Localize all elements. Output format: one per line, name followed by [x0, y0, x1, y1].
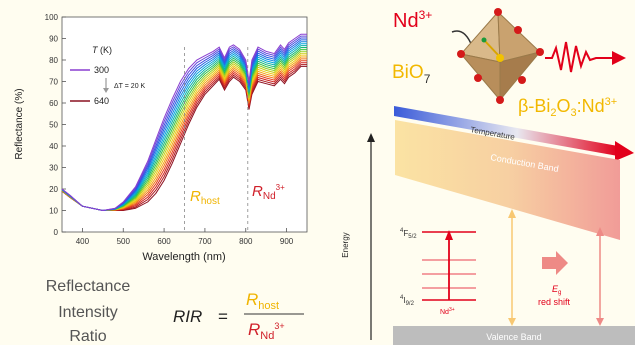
y-tick-label: 30	[49, 164, 58, 173]
ground-level-label: 4I9/2	[400, 295, 415, 307]
oxygen-atom	[518, 76, 526, 84]
spectrum-600K	[61, 62, 307, 212]
emission-wave	[545, 41, 612, 73]
crystal-structure: Nd3+ BiO7 β-Bi2O3:Nd3+	[392, 8, 626, 119]
temperature-arrow	[394, 106, 618, 156]
oxygen-atom	[536, 48, 544, 56]
spectrum-500K	[61, 52, 307, 212]
energy-label: Energy	[341, 232, 350, 257]
numerator: Rhost	[246, 290, 279, 312]
emission-arrowhead	[612, 51, 626, 65]
spectrum-580K	[61, 60, 307, 212]
y-tick-label: 40	[49, 142, 58, 151]
region-dividers	[184, 47, 249, 232]
y-tick-label: 100	[45, 13, 59, 22]
ratio-word-2: Intensity	[58, 304, 118, 321]
y-tick-label: 10	[49, 207, 58, 216]
chart-legend: T (K) 300 ΔT = 20 K 640	[70, 45, 146, 106]
nd-site-atom	[481, 37, 487, 43]
spectrum-420K	[61, 45, 307, 212]
y-tick-label: 50	[49, 121, 58, 130]
y-tick-label: 80	[49, 56, 58, 65]
legend-low-label: 300	[94, 65, 109, 75]
denominator: RNd3+	[248, 320, 285, 342]
spectrum-540K	[61, 56, 307, 212]
oxygen-atom	[494, 8, 502, 16]
valence-band-label: Valence Band	[486, 332, 541, 342]
nd-region-label: RNd3+	[252, 183, 285, 202]
ratio-word-3: Ratio	[69, 328, 106, 345]
spectrum-520K	[61, 54, 307, 212]
rir-symbol: RIR	[173, 307, 202, 326]
x-tick-label: 600	[157, 237, 171, 246]
rir-formula: Reflectance Intensity Ratio RIR = Rhost …	[46, 278, 304, 345]
ratio-word-1: Reflectance	[46, 278, 131, 295]
valence-band	[393, 326, 635, 345]
temperature-arrowhead	[615, 141, 634, 161]
y-tick-label: 60	[49, 99, 58, 108]
y-tick-label: 70	[49, 78, 58, 87]
bio7-polyhedron	[457, 8, 544, 104]
bi-atom	[496, 54, 504, 62]
x-tick-label: 700	[198, 237, 212, 246]
x-axis-ticks: 400 500 600 700 800 900	[76, 228, 294, 246]
spectrum-480K	[61, 50, 307, 212]
reflectance-chart: 0 10 20 30 40 50 60 70 80 90 100 400 500 600 700 800 90…	[14, 13, 308, 263]
spectrum-440K	[61, 47, 307, 212]
spectrum-560K	[61, 58, 307, 212]
y-tick-label: 20	[49, 185, 58, 194]
conduction-band	[395, 120, 620, 240]
y-axis-label: Reflectance (%)	[14, 88, 25, 159]
y-axis-ticks: 0 10 20 30 40 50 60 70 80 90 100	[45, 13, 66, 237]
legend-step-label: ΔT = 20 K	[114, 83, 146, 90]
reflectance-curves	[61, 33, 307, 212]
oxygen-atom	[514, 26, 522, 34]
x-tick-label: 500	[117, 237, 131, 246]
red-shift-arrow	[542, 251, 568, 275]
spectrum-300K	[61, 33, 307, 212]
spectrum-640K	[61, 65, 307, 211]
legend-title: T (K)	[92, 45, 112, 55]
x-tick-label: 800	[239, 237, 253, 246]
oxygen-atom	[474, 74, 482, 82]
upper-level-label: 4F5/2	[400, 228, 417, 240]
host-region-label: Rhost	[190, 188, 220, 207]
x-axis-label: Wavelength (nm)	[142, 251, 225, 263]
y-tick-label: 90	[49, 35, 58, 44]
x-tick-label: 900	[280, 237, 294, 246]
energy-axis-arrowhead	[367, 133, 375, 142]
oxygen-atom	[457, 50, 465, 58]
oxygen-atom	[496, 96, 504, 104]
spectrum-620K	[61, 64, 307, 212]
y-tick-label: 0	[54, 228, 59, 237]
eg-label: Eg	[552, 284, 561, 296]
excitation-arrowhead	[445, 230, 453, 240]
equals-sign: =	[218, 307, 228, 326]
nd-pointer-arrow	[451, 30, 473, 47]
x-tick-label: 400	[76, 237, 90, 246]
nd-ion-label: Nd3+	[393, 8, 432, 32]
bio7-label: BiO7	[392, 62, 431, 86]
spectrum-400K	[61, 43, 307, 212]
spectrum-380K	[61, 41, 307, 212]
legend-high-label: 640	[94, 96, 109, 106]
level-ion-label: Nd3+	[440, 307, 455, 316]
red-shift-label: red shift	[538, 297, 571, 307]
spectrum-460K	[61, 48, 307, 212]
band-diagram: Energy Temperature Conduction Band Valen…	[341, 106, 635, 345]
material-formula: β-Bi2O3:Nd3+	[518, 96, 617, 119]
legend-step-arrowhead	[103, 88, 109, 93]
nd-energy-levels: 4F5/2 4I9/2 Nd3+	[400, 228, 476, 316]
